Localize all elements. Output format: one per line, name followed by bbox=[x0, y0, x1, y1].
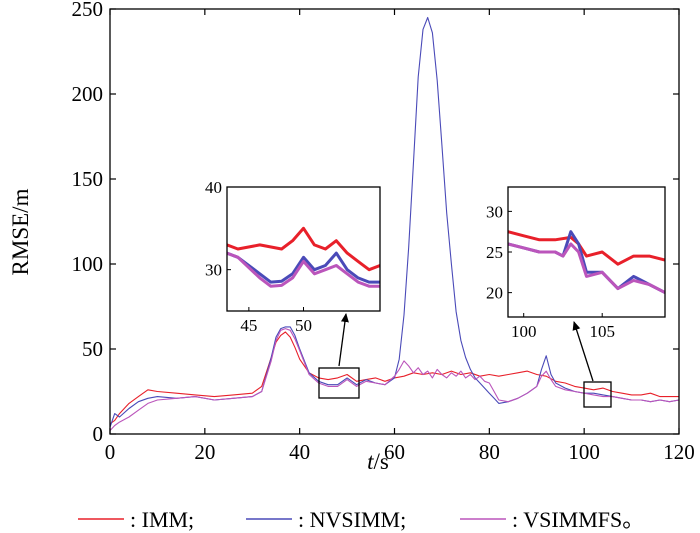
inset-plot-2: 100 105 20 25 30 bbox=[486, 186, 666, 341]
x-tick-label: 80 bbox=[479, 440, 500, 464]
inset-y-tick-label: 25 bbox=[486, 243, 503, 262]
inset-series-line-imm bbox=[227, 226, 380, 272]
x-tick-label: 0 bbox=[105, 440, 116, 464]
inset-x-tick-label: 50 bbox=[295, 316, 312, 335]
main-plot: 0 20 40 60 80 100 120 0 50 100 150 200 250 bbox=[72, 0, 695, 464]
inset-series-group bbox=[508, 230, 665, 294]
inset-series-line-vsimmfs bbox=[508, 242, 665, 294]
y-tick-label: 100 bbox=[72, 252, 104, 276]
zoom-box-1 bbox=[318, 367, 360, 399]
legend-label-nvsimm: : NVSIMM; bbox=[298, 507, 406, 532]
x-tick-label: 20 bbox=[194, 440, 215, 464]
inset-background bbox=[508, 187, 665, 317]
series-line-imm bbox=[109, 331, 679, 425]
inset-series-line-nvsimm bbox=[227, 251, 380, 284]
x-tick-label: 40 bbox=[289, 440, 310, 464]
inset-y-tick-label: 30 bbox=[205, 261, 222, 280]
x-tick-label: 100 bbox=[568, 440, 600, 464]
inset-series-group bbox=[227, 226, 380, 288]
legend-label-vsimmfs: : VSIMMFS。 bbox=[512, 507, 644, 532]
y-axis-label: RMSE/m bbox=[8, 188, 33, 275]
inset-series-line-imm bbox=[508, 230, 665, 266]
series-line-vsimmfs bbox=[109, 328, 680, 431]
y-tick-label: 50 bbox=[82, 337, 103, 361]
main-series-group bbox=[109, 16, 680, 431]
inset-x-tick-label: 105 bbox=[589, 322, 615, 341]
inset-y-tick-label: 40 bbox=[205, 178, 222, 197]
legend-label-imm: : IMM; bbox=[130, 507, 194, 532]
y-tick-label: 0 bbox=[93, 422, 104, 446]
inset-y-tick-label: 30 bbox=[486, 202, 503, 221]
x-tick-label: 60 bbox=[384, 440, 405, 464]
x-tick-label: 120 bbox=[663, 440, 695, 464]
axis-ticks: 0 20 40 60 80 100 120 0 50 100 150 200 250 bbox=[72, 0, 695, 464]
inset-y-tick-label: 20 bbox=[486, 284, 503, 303]
x-axis-label: t/s bbox=[367, 449, 389, 474]
inset-plot-1: 45 50 30 40 bbox=[205, 178, 381, 335]
y-tick-label: 150 bbox=[72, 167, 104, 191]
inset-background bbox=[227, 187, 380, 311]
inset-series-line-vsimmfs bbox=[227, 251, 380, 288]
legend: : IMM; : NVSIMM; : VSIMMFS。 bbox=[78, 507, 644, 532]
inset-x-tick-label: 100 bbox=[511, 322, 537, 341]
inset-2-arrow bbox=[572, 321, 594, 382]
y-tick-label: 200 bbox=[72, 82, 104, 106]
y-tick-label: 250 bbox=[72, 0, 104, 21]
inset-1-arrow bbox=[338, 313, 349, 367]
inset-x-tick-label: 45 bbox=[240, 316, 257, 335]
zoom-box-2 bbox=[583, 381, 612, 408]
